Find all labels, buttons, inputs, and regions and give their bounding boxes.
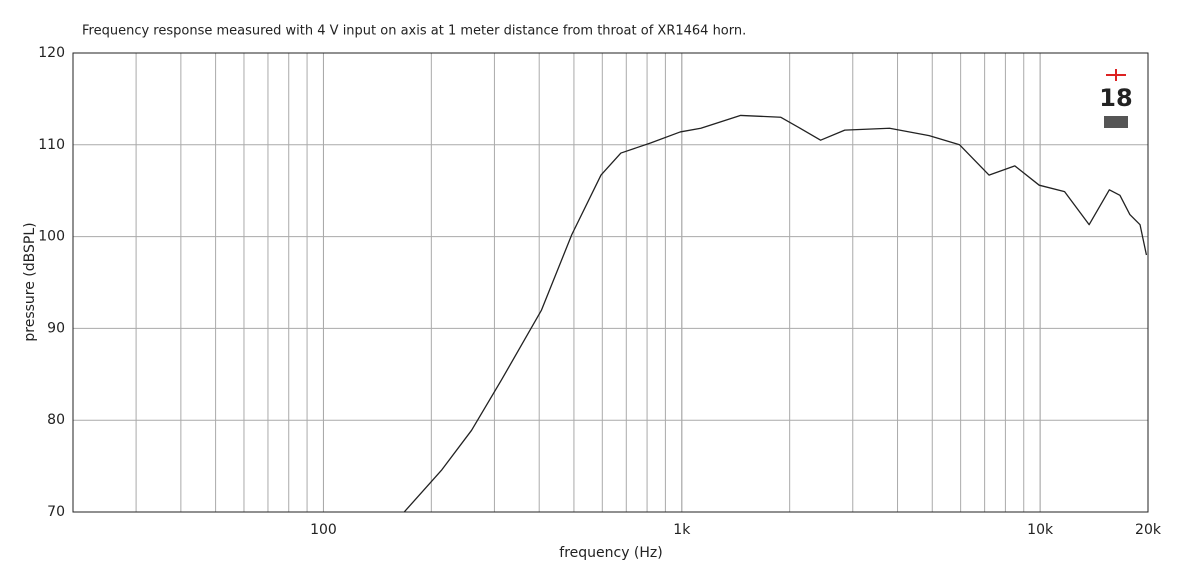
chart-title: Frequency response measured with 4 V inp… (82, 24, 746, 39)
y-tick-label: 110 (38, 137, 65, 153)
logo-mark (1104, 116, 1128, 128)
plot-frame (72, 52, 1149, 513)
y-tick-label: 120 (38, 45, 65, 61)
x-tick-label: 1k (673, 522, 691, 538)
x-tick-label: 100 (310, 522, 337, 538)
response-line (403, 114, 1148, 513)
y-tick-label: 80 (47, 412, 65, 428)
y-tick-label: 90 (47, 320, 65, 336)
y-axis-label: pressure (dBSPL) (22, 222, 38, 341)
x-tick-label: 10k (1027, 522, 1054, 538)
logo-number: 18 (1099, 84, 1132, 112)
y-tick-label: 100 (38, 229, 65, 245)
y-tick-label: 70 (47, 504, 65, 520)
logo: 18 (1099, 69, 1133, 128)
x-tick-label: 20k (1135, 522, 1162, 538)
x-axis-label: frequency (Hz) (559, 545, 662, 561)
